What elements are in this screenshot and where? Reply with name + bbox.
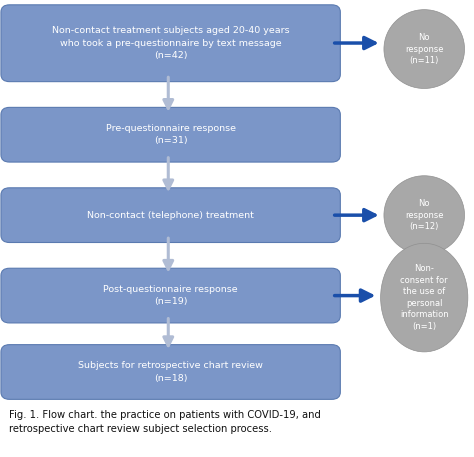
Ellipse shape xyxy=(384,176,465,255)
Text: No
response
(n=11): No response (n=11) xyxy=(405,33,444,65)
FancyBboxPatch shape xyxy=(1,345,340,399)
Text: Subjects for retrospective chart review
(n=18): Subjects for retrospective chart review … xyxy=(78,361,263,383)
FancyBboxPatch shape xyxy=(1,5,340,82)
Text: Non-contact treatment subjects aged 20-40 years
who took a pre-questionnaire by : Non-contact treatment subjects aged 20-4… xyxy=(52,26,290,60)
Text: No
response
(n=12): No response (n=12) xyxy=(405,199,444,231)
FancyBboxPatch shape xyxy=(1,188,340,243)
Text: Non-contact (telephone) treatment: Non-contact (telephone) treatment xyxy=(87,211,254,220)
Text: Pre-questionnaire response
(n=31): Pre-questionnaire response (n=31) xyxy=(106,124,236,145)
Ellipse shape xyxy=(384,10,465,89)
Text: Post-questionnaire response
(n=19): Post-questionnaire response (n=19) xyxy=(103,285,238,306)
Ellipse shape xyxy=(381,243,468,352)
FancyBboxPatch shape xyxy=(1,268,340,323)
FancyBboxPatch shape xyxy=(1,107,340,162)
Text: Fig. 1. Flow chart. the practice on patients with COVID-19, and
retrospective ch: Fig. 1. Flow chart. the practice on pati… xyxy=(9,410,321,435)
Text: Non-
consent for
the use of
personal
information
(n=1): Non- consent for the use of personal inf… xyxy=(400,265,448,331)
